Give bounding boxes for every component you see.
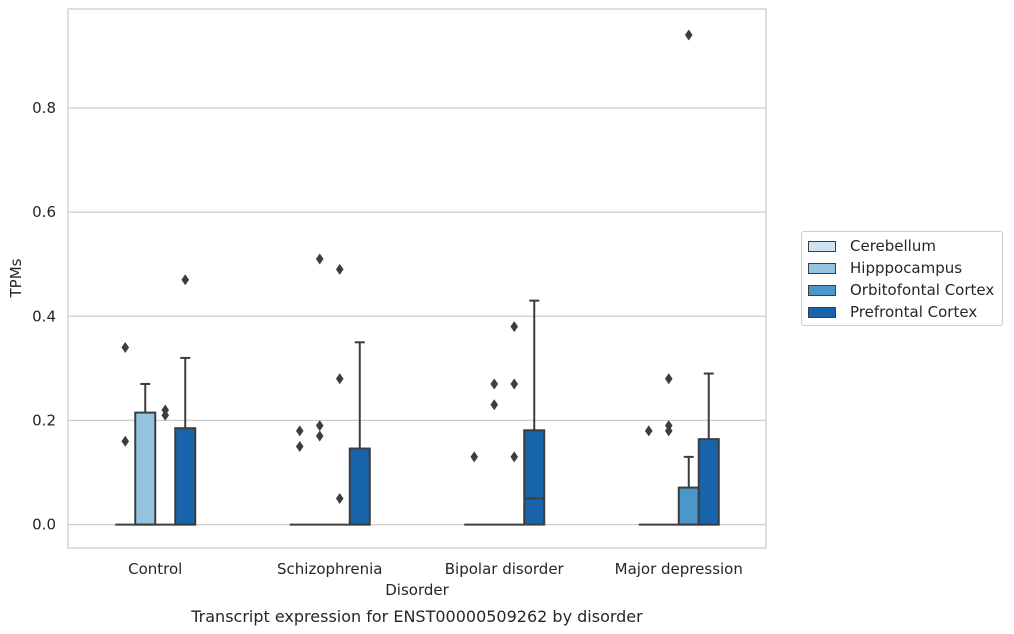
y-tick-label: 0.6 [32, 203, 56, 221]
outlier-point [490, 378, 499, 390]
box-hipppocampus-bipolar-disorder [484, 378, 505, 526]
box-body [697, 438, 720, 526]
legend-label-orbitofrontal-cortex: Orbitofontal Cortex [850, 281, 995, 299]
x-axis-label: Disorder [385, 581, 449, 599]
outlier-point [684, 29, 693, 41]
outlier-point [644, 425, 653, 437]
outlier-point [335, 263, 344, 275]
box-hipppocampus-control [134, 382, 157, 526]
box-orbitofontal-cortex-control [155, 404, 176, 526]
outlier-point [510, 378, 519, 390]
outlier-point [181, 274, 190, 286]
legend-swatch-hippocampus [808, 262, 836, 274]
y-tick-labels: 0.0 0.2 0.4 0.6 0.8 [32, 99, 56, 534]
outlier-point [510, 321, 519, 333]
y-tick-label: 0.8 [32, 99, 56, 117]
legend-item-cerebellum: Cerebellum [808, 237, 936, 255]
outlier-point [335, 373, 344, 385]
outlier-point [121, 435, 130, 447]
box-body [174, 427, 197, 526]
y-tick-label: 0.4 [32, 307, 56, 325]
legend-item-prefrontal-cortex: Prefrontal Cortex [808, 303, 977, 321]
box-series [115, 29, 720, 526]
box-prefrontal-cortex-bipolar-disorder [523, 299, 546, 526]
box-body [134, 411, 157, 526]
legend-swatch-orbitofrontal-cortex [808, 284, 836, 296]
y-tick-label: 0.2 [32, 411, 56, 429]
outlier-point [470, 451, 479, 463]
box-hipppocampus-major-depression [658, 373, 679, 526]
box-cerebellum-control [115, 342, 136, 526]
outlier-point [490, 399, 499, 411]
outlier-point [510, 451, 519, 463]
x-tick-labels: Control Schizophrenia Bipolar disorder Majo… [128, 560, 743, 578]
box-cerebellum-schizophrenia [289, 425, 310, 526]
legend-swatch-cerebellum [808, 240, 836, 252]
box-body [677, 486, 700, 526]
box-body [523, 429, 546, 526]
outlier-point [295, 425, 304, 437]
legend-label-cerebellum: Cerebellum [850, 237, 936, 255]
box-orbitofontal-cortex-schizophrenia [329, 263, 350, 526]
legend-item-orbitofrontal-cortex: Orbitofontal Cortex [808, 281, 994, 299]
y-axis-label: TPMs [7, 258, 25, 298]
outlier-point [664, 425, 673, 437]
box-prefrontal-cortex-major-depression [697, 372, 720, 526]
box-orbitofontal-cortex-bipolar-disorder [504, 321, 525, 526]
outlier-point [315, 420, 324, 432]
outlier-point [295, 440, 304, 452]
x-tick-label-bipolar-disorder: Bipolar disorder [445, 560, 565, 578]
x-tick-label-schizophrenia: Schizophrenia [277, 560, 382, 578]
box-prefrontal-cortex-schizophrenia [348, 341, 371, 526]
x-tick-label-control: Control [128, 560, 182, 578]
box-prefrontal-cortex-control [174, 274, 197, 526]
legend-item-hippocampus: Hipppocampus [808, 259, 962, 277]
plot-area-frame [67, 8, 767, 549]
y-tick-label: 0.0 [32, 516, 56, 534]
chart-title: Transcript expression for ENST0000050926… [190, 607, 643, 626]
x-tick-label-major-depression: Major depression [615, 560, 743, 578]
outlier-point [161, 409, 170, 421]
outlier-point [664, 373, 673, 385]
outlier-point [315, 430, 324, 442]
box-hipppocampus-schizophrenia [309, 253, 330, 526]
box-body [348, 447, 371, 526]
gridlines [68, 107, 766, 526]
legend-label-hippocampus: Hipppocampus [850, 259, 963, 277]
outlier-point [121, 342, 130, 354]
box-cerebellum-bipolar-disorder [464, 451, 485, 526]
legend-label-prefrontal-cortex: Prefrontal Cortex [850, 303, 978, 321]
outlier-point [315, 253, 324, 265]
outlier-point [335, 493, 344, 505]
chart-legend: Cerebellum Hipppocampus Orbitofontal Cor… [801, 231, 1003, 326]
box-cerebellum-major-depression [638, 425, 659, 526]
box-orbitofontal-cortex-major-depression [677, 29, 700, 526]
legend-swatch-prefrontal-cortex [808, 306, 836, 318]
